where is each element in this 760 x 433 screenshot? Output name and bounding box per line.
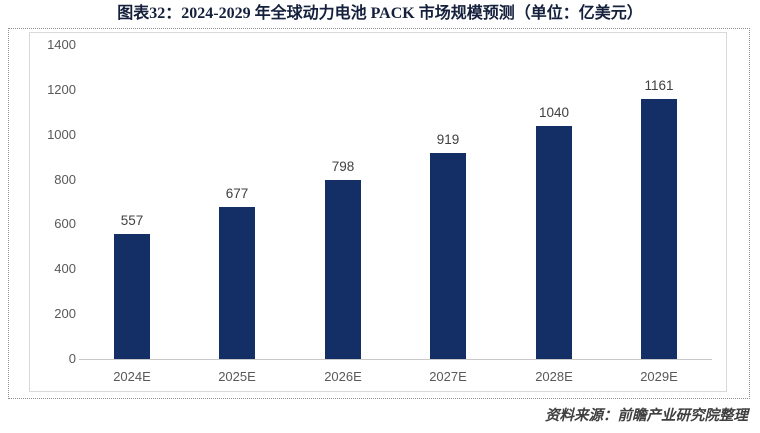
x-axis-category-label: 2027E xyxy=(429,369,467,384)
bar-2026E xyxy=(325,180,361,359)
bar-2028E xyxy=(536,126,572,359)
bar-value-label: 557 xyxy=(120,213,144,228)
y-axis-tick-label: 1000 xyxy=(47,126,76,142)
figure-box: 0 200 400 600 800 1000 1200 1400 557 2024E 677 2025… xyxy=(8,28,750,399)
y-axis-tick-label: 800 xyxy=(54,171,76,187)
bar-value-label: 1161 xyxy=(644,78,674,93)
bar-chart-plot: 0 200 400 600 800 1000 1200 1400 557 2024E 677 2025… xyxy=(30,33,726,391)
y-axis-tick-label: 0 xyxy=(68,351,76,366)
bar-2027E xyxy=(430,153,466,359)
chart-frame: 0 200 400 600 800 1000 1200 1400 557 2024E 677 2025… xyxy=(29,32,727,392)
y-axis-tick-label: 600 xyxy=(54,216,76,232)
y-axis-tick-label: 1400 xyxy=(47,37,76,52)
bar-2029E xyxy=(641,99,677,359)
bar-value-label: 919 xyxy=(436,132,460,147)
x-axis-category-label: 2029E xyxy=(640,369,678,384)
bar-value-label: 677 xyxy=(225,186,249,201)
x-axis-line xyxy=(79,359,712,360)
x-axis-category-label: 2026E xyxy=(324,369,362,384)
bar-value-label: 1040 xyxy=(538,105,570,120)
y-axis-tick-label: 1200 xyxy=(47,81,76,97)
source-note: 资料来源：前瞻产业研究院整理 xyxy=(545,408,748,424)
y-axis-tick-label: 200 xyxy=(54,306,76,322)
bar-value-label: 798 xyxy=(331,159,355,174)
bar-2025E xyxy=(219,207,255,359)
chart-title: 图表32：2024-2029 年全球动力电池 PACK 市场规模预测（单位：亿美… xyxy=(117,5,643,22)
y-axis-tick-label: 400 xyxy=(54,261,76,277)
bar-2024E xyxy=(114,234,150,359)
x-axis-category-label: 2028E xyxy=(535,369,573,384)
x-axis-category-label: 2025E xyxy=(218,369,256,384)
x-axis-category-label: 2024E xyxy=(113,369,151,384)
